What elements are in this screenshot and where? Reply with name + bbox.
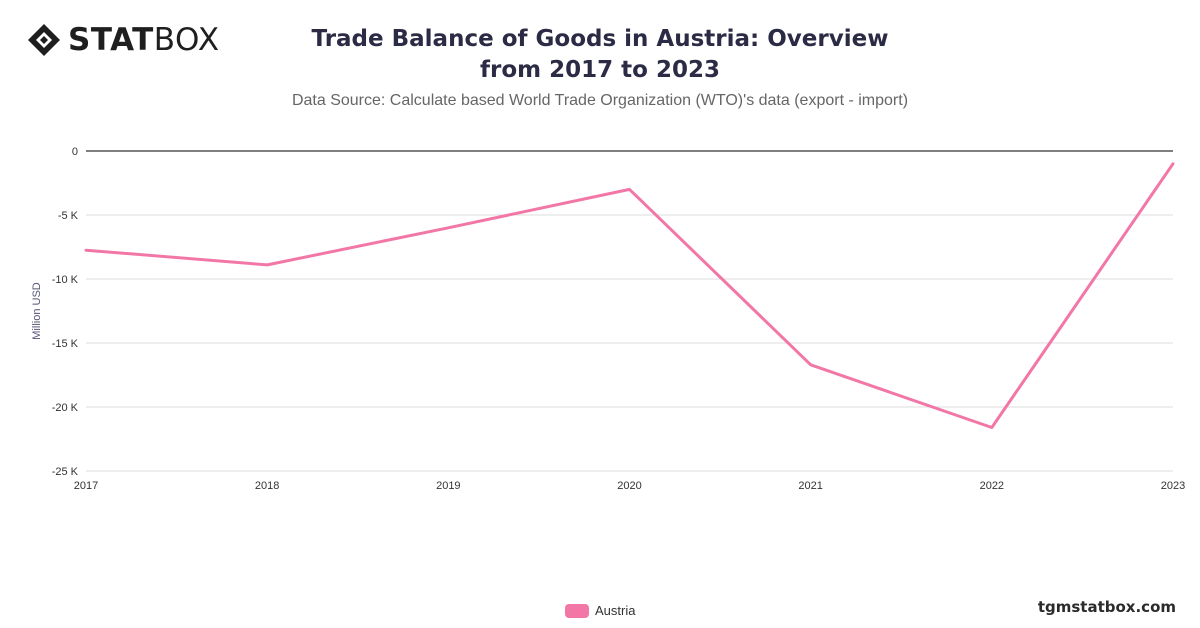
x-tick-label: 2023 [1161, 480, 1185, 492]
x-tick-label: 2022 [980, 480, 1004, 492]
y-tick-label: -15 K [52, 338, 79, 350]
legend[interactable]: Austria [565, 603, 635, 618]
x-tick-label: 2019 [436, 480, 460, 492]
series-line-austria [84, 162, 1175, 429]
y-tick-label: -25 K [52, 466, 79, 478]
y-tick-label: -20 K [52, 402, 79, 414]
website-watermark: tgmstatbox.com [1037, 598, 1176, 616]
x-tick-label: 2020 [617, 480, 641, 492]
y-axis-label: Million USD [31, 282, 43, 340]
x-tick-label: 2017 [74, 480, 98, 492]
y-tick-label: -10 K [52, 274, 79, 286]
x-tick-label: 2018 [255, 480, 279, 492]
y-tick-label: -5 K [58, 210, 79, 222]
statbox-logo: STATBOX [26, 22, 220, 58]
y-tick-label: 0 [72, 146, 78, 158]
logo-text: STATBOX [68, 22, 220, 58]
diamond-logo-icon [28, 24, 60, 56]
logo-text-light: BOX [153, 22, 220, 58]
logo-text-bold: STAT [68, 22, 154, 58]
chart-subtitle: Data Source: Calculate based World Trade… [291, 92, 909, 109]
chart-title: Trade Balance of Goods in Austria: Overv… [311, 26, 889, 83]
legend-swatch-austria [565, 603, 589, 618]
x-tick-label: 2021 [798, 480, 822, 492]
legend-label-austria: Austria [595, 603, 636, 618]
